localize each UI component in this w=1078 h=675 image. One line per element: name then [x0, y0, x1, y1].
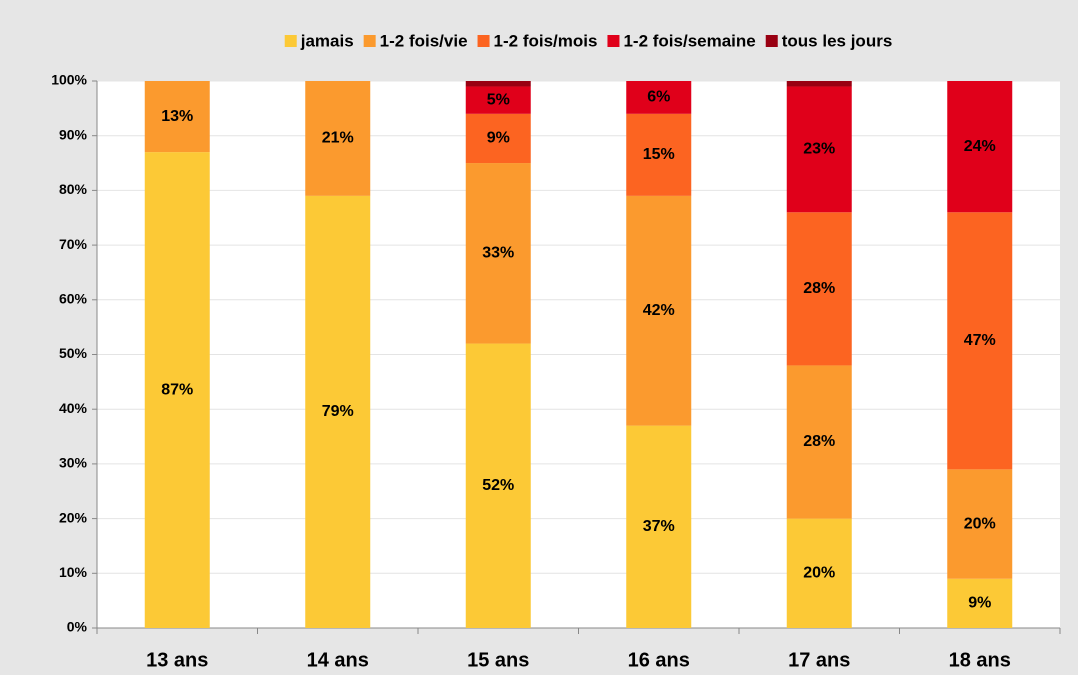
x-tick-label: 14 ans — [307, 649, 369, 671]
legend-item: 1-2 fois/vie — [363, 31, 468, 50]
legend-swatch — [477, 35, 490, 47]
x-tick-label: 15 ans — [467, 649, 529, 671]
legend-label: tous les jours — [782, 31, 893, 50]
legend-item: 1-2 fois/semaine — [607, 31, 756, 50]
data-label: 52% — [482, 477, 514, 494]
y-tick-label: 0% — [67, 619, 88, 635]
legend-swatch — [765, 35, 778, 47]
y-tick-label: 30% — [59, 455, 88, 471]
legend-label: 1-2 fois/semaine — [623, 31, 755, 50]
data-label: 33% — [482, 245, 514, 262]
legend-swatch — [363, 35, 376, 47]
legend-label: 1-2 fois/mois — [494, 31, 598, 50]
data-label: 87% — [161, 381, 193, 398]
legend-label: 1-2 fois/vie — [380, 31, 468, 50]
y-tick-label: 20% — [59, 509, 88, 525]
bar-segment — [465, 343, 531, 628]
bar-segment — [465, 81, 531, 87]
data-label: 5% — [487, 91, 510, 108]
data-label: 23% — [803, 141, 835, 158]
data-label: 28% — [803, 280, 835, 297]
data-label: 9% — [968, 595, 991, 612]
legend-swatch — [284, 35, 297, 47]
bar-segment — [305, 195, 371, 628]
bar-segment — [144, 152, 210, 629]
data-label: 28% — [803, 433, 835, 450]
legend-item: tous les jours — [765, 31, 893, 50]
data-label: 9% — [487, 130, 510, 147]
bar-segment — [786, 86, 852, 213]
bar-segment — [144, 81, 210, 153]
bar-segment — [786, 81, 852, 87]
data-label: 21% — [322, 130, 354, 147]
data-label: 79% — [322, 403, 354, 420]
y-tick-label: 70% — [59, 236, 88, 252]
bar-segment — [786, 518, 852, 628]
bar-segment — [947, 578, 1013, 628]
y-tick-label: 80% — [59, 181, 88, 197]
bar-segment — [465, 86, 531, 114]
y-tick-label: 50% — [59, 345, 88, 361]
bar-segment — [465, 163, 531, 344]
bar-segment — [626, 113, 692, 196]
bar-segment — [947, 81, 1013, 213]
bar-segment — [786, 365, 852, 519]
data-label: 37% — [643, 518, 675, 535]
legend-item: 1-2 fois/mois — [477, 31, 598, 50]
y-tick-label: 60% — [59, 291, 88, 307]
y-tick-label: 100% — [51, 72, 87, 88]
data-label: 47% — [964, 332, 996, 349]
bar-segment — [626, 425, 692, 628]
data-label: 20% — [964, 515, 996, 532]
bar-segment — [465, 113, 531, 164]
data-label: 42% — [643, 302, 675, 319]
y-tick-label: 40% — [59, 400, 88, 416]
bar-segment — [786, 212, 852, 366]
x-tick-label: 16 ans — [628, 649, 690, 671]
labels: 13 ans 87% 13% 14 ans 79% 21% 15 ans 52% 33% 9% 5%… — [146, 89, 1011, 672]
legend-label: jamais — [300, 31, 354, 50]
legend-swatch — [607, 35, 620, 47]
x-tick-label: 17 ans — [788, 649, 850, 671]
y-tick-label: 10% — [59, 564, 88, 580]
bars — [144, 81, 1013, 629]
bar-segment — [947, 469, 1013, 579]
data-label: 24% — [964, 138, 996, 155]
x-tick-label: 13 ans — [146, 649, 208, 671]
x-tick-label: 18 ans — [949, 649, 1011, 671]
bar-segment — [626, 195, 692, 426]
data-label: 6% — [647, 89, 670, 106]
legend-item: jamais — [284, 31, 354, 50]
data-label: 20% — [803, 565, 835, 582]
legend: jamais 1-2 fois/vie 1-2 fois/mois 1-2 fois/… — [284, 31, 893, 50]
bar-segment — [626, 81, 692, 114]
bar-segment — [305, 81, 371, 196]
grid: 0% 10% 20% 30% 40% 50% 60% 70% 80% 90% 100% — [51, 72, 1061, 635]
data-label: 15% — [643, 146, 675, 163]
data-label: 13% — [161, 108, 193, 125]
bar-segment — [947, 212, 1013, 470]
y-tick-label: 90% — [59, 126, 88, 142]
